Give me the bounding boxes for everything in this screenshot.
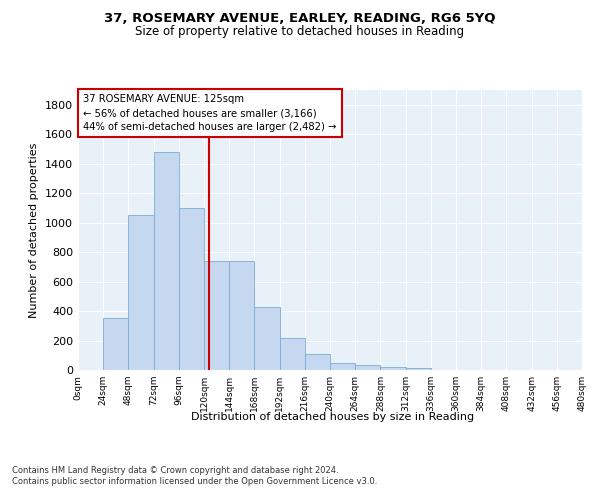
Bar	[229, 261, 254, 370]
Bar	[154, 152, 179, 370]
Bar	[380, 367, 406, 370]
Text: 37, ROSEMARY AVENUE, EARLEY, READING, RG6 5YQ: 37, ROSEMARY AVENUE, EARLEY, READING, RG…	[104, 12, 496, 26]
Text: Contains public sector information licensed under the Open Government Licence v3: Contains public sector information licen…	[12, 478, 377, 486]
Text: Contains HM Land Registry data © Crown copyright and database right 2024.: Contains HM Land Registry data © Crown c…	[12, 466, 338, 475]
Bar	[128, 216, 154, 370]
Bar	[204, 261, 229, 370]
Bar	[103, 318, 128, 370]
Bar	[280, 338, 305, 370]
Bar	[254, 306, 280, 370]
Bar	[179, 208, 204, 370]
Y-axis label: Number of detached properties: Number of detached properties	[29, 142, 40, 318]
Bar	[406, 368, 431, 370]
Bar	[355, 365, 380, 370]
Text: Distribution of detached houses by size in Reading: Distribution of detached houses by size …	[191, 412, 475, 422]
Bar	[305, 354, 330, 370]
Text: 37 ROSEMARY AVENUE: 125sqm
← 56% of detached houses are smaller (3,166)
44% of s: 37 ROSEMARY AVENUE: 125sqm ← 56% of deta…	[83, 94, 337, 132]
Text: Size of property relative to detached houses in Reading: Size of property relative to detached ho…	[136, 25, 464, 38]
Bar	[330, 362, 355, 370]
